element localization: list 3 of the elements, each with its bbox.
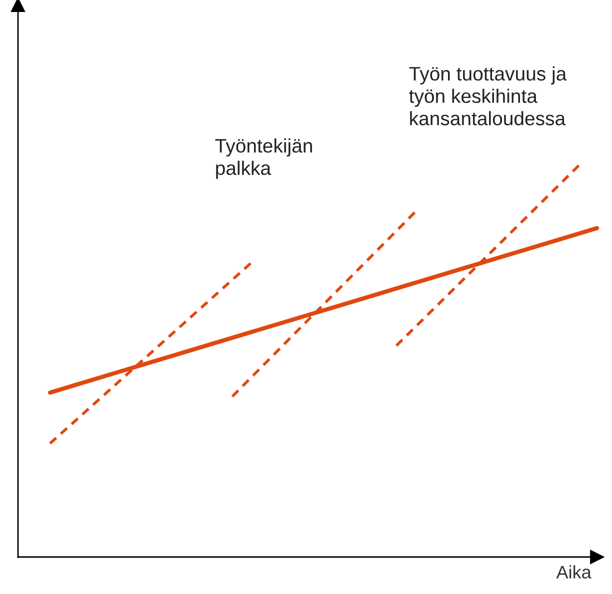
text: Työn tuottavuus ja työn keskihinta kansantaloudessa [409, 66, 567, 126]
x-axis-title: Aika [556, 565, 592, 579]
annotation: Työntekijän palkka [215, 138, 312, 179]
